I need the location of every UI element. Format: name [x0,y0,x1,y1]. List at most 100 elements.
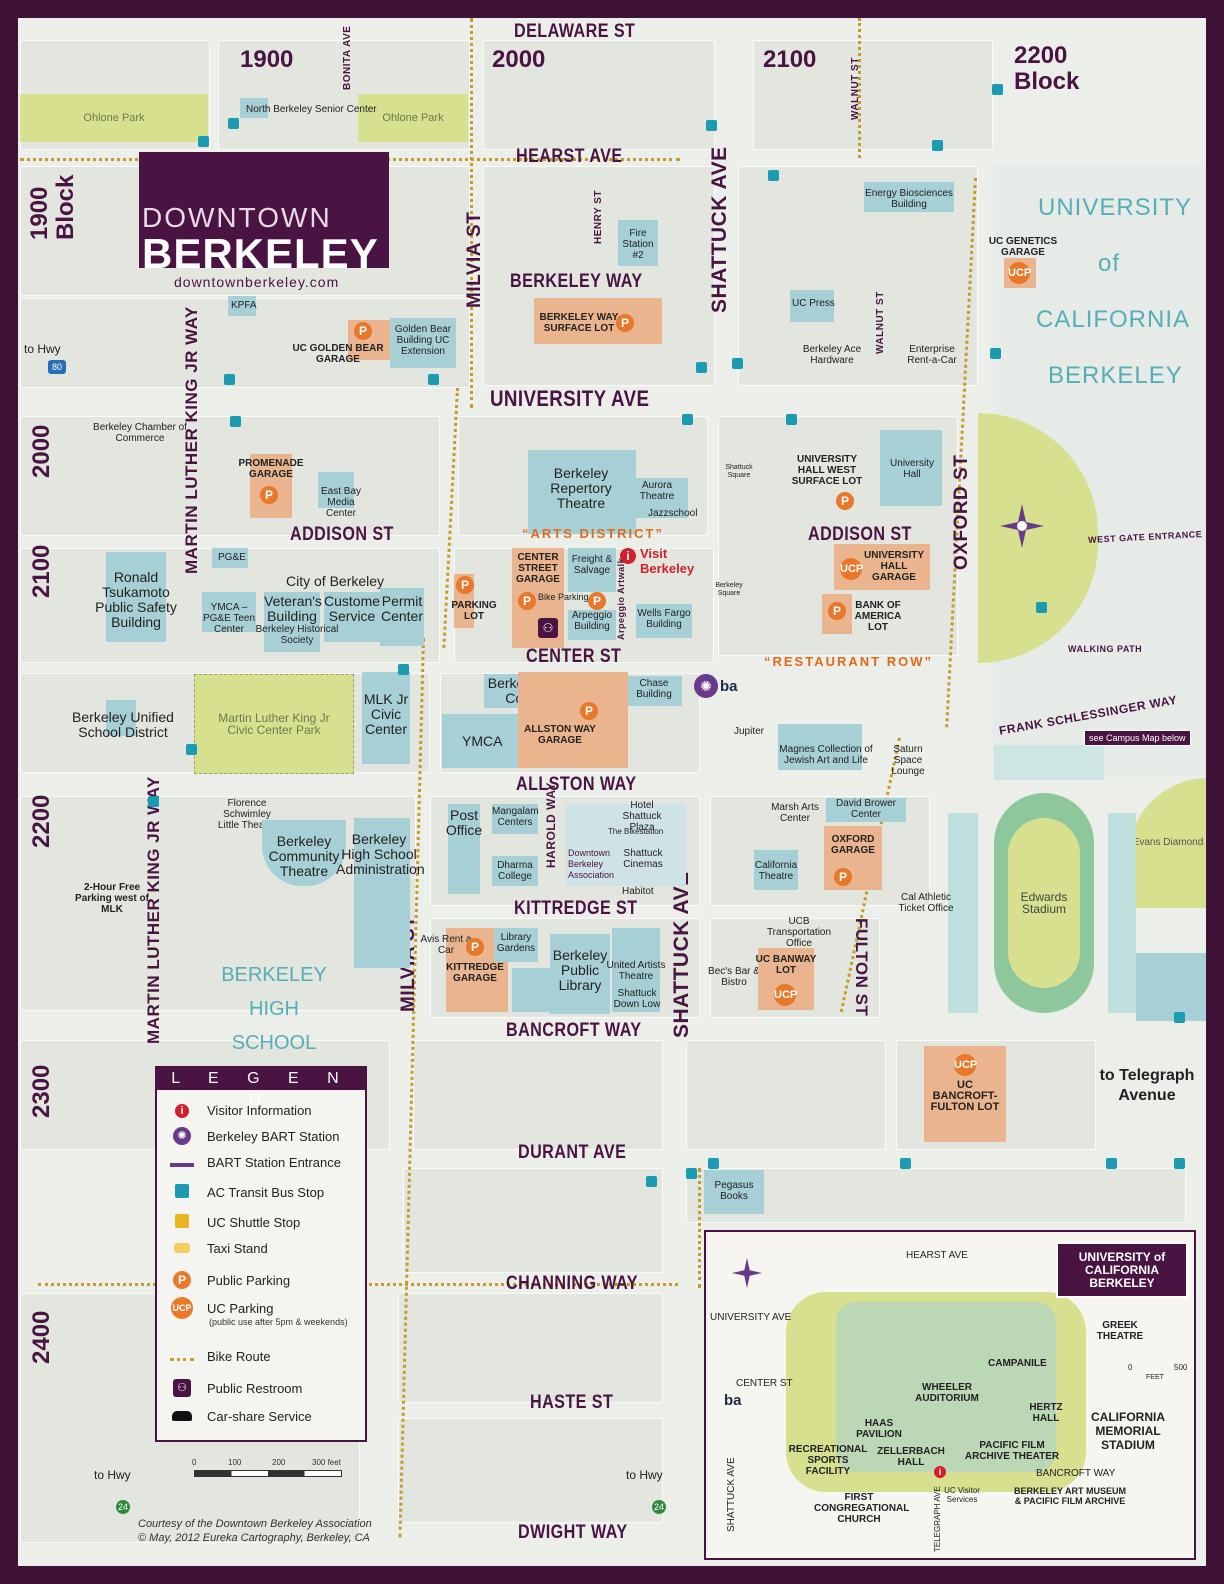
shattuck-down-low: Shattuck Down Low [613,988,661,1010]
bus-stop-icon[interactable] [428,374,439,385]
berkeley-repertory-theatre: Berkeley Repertory Theatre [550,465,612,511]
kittredge-garage: KITTREDGE GARAGE [446,962,504,984]
bus-stop-icon[interactable] [732,358,743,369]
uc-parking-icon[interactable]: UCP [1008,262,1031,284]
parking-icon[interactable]: P [616,314,634,332]
uc-parking-icon[interactable]: UCP [954,1054,977,1076]
berkeley-way-lot-building [534,298,662,344]
legend-row: P Public Parking [157,1268,365,1292]
bus-stop-icon[interactable] [224,374,235,385]
berkeley-ace-hardware: Berkeley Ace Hardware [802,344,862,366]
bus-stop-icon[interactable] [1106,1158,1117,1169]
compass-rose-icon [1000,504,1044,548]
bus-stop-icon[interactable] [1174,1158,1185,1169]
bus-stop-icon[interactable] [932,140,943,151]
parking-icon[interactable]: P [466,938,484,956]
campus-inset-map: UNIVERSITY of CALIFORNIA BERKELEY HEARST… [704,1230,1196,1560]
bus-stop-icon[interactable] [230,416,241,427]
legend-label: BART Station Entrance [207,1154,341,1170]
bus-stop-icon[interactable] [186,744,197,755]
to-telegraph-avenue[interactable]: to Telegraph Avenue [1099,1067,1195,1104]
title-url[interactable]: downtownberkeley.com [174,274,340,290]
parking-icon[interactable]: P [580,702,598,720]
jupiter: Jupiter [734,726,765,737]
center-street-garage: CENTER STREET GARAGE [516,552,560,585]
bus-stop-icon[interactable] [1036,602,1047,613]
freight-and-salvage: Freight & Salvage [571,554,613,576]
street-harold: HAROLD WAY [544,782,558,868]
bus-stop-icon[interactable] [686,1168,697,1179]
bus-stop-icon[interactable] [786,414,797,425]
parking-icon[interactable]: P [834,868,852,886]
bike-parking: Bike Parking [538,592,589,602]
parking-icon[interactable]: P [518,592,536,610]
parking-icon[interactable]: P [260,486,278,504]
ymca-label: YMCA [462,733,503,749]
to-hwy-80[interactable]: to Hwy [24,342,61,356]
bus-stop-icon[interactable] [398,664,409,675]
block-2300-v: 2300 [28,1064,55,1118]
info-icon[interactable]: i [934,1466,946,1478]
bus-stop-icon[interactable] [706,120,717,131]
bus-stop-icon[interactable] [228,118,239,129]
inset-wheeler: WHEELER AUDITORIUM [915,1382,979,1404]
bus-stop-icon[interactable] [768,170,779,181]
visit-berkeley[interactable]: Visit Berkeley [640,546,695,576]
stadium-stands-west [948,813,978,1013]
bus-stop-icon[interactable] [708,1158,719,1169]
enterprise-rent-a-car: Enterprise Rent-a-Car [907,344,957,366]
berkeley-historical-society: Berkeley Historical Society [255,624,339,646]
bart-station-icon: ✺ [157,1127,207,1145]
david-brower-building [826,798,906,822]
aurora-theatre: Aurora Theatre [639,480,675,502]
bus-stop-icon[interactable] [682,414,693,425]
inset-center: CENTER ST [736,1378,793,1389]
info-icon[interactable]: i [620,548,636,564]
bus-stop-icon[interactable] [198,136,209,147]
street-hearst: HEARST AVE [516,146,623,167]
shattuck-square: Shattuck Square [725,464,753,479]
parking-icon[interactable]: P [836,492,854,510]
bart-station-icon[interactable]: ✺ [694,674,718,698]
inset-rsf: RECREATIONAL SPORTS FACILITY [788,1444,868,1477]
legend-row: Bike Route [157,1344,365,1368]
block-2100-v: 2100 [28,544,55,598]
to-hwy-24-west[interactable]: to Hwy [94,1468,131,1482]
pge-label: PG&E [218,552,246,563]
bus-stop-icon[interactable] [992,84,1003,95]
parking-icon[interactable]: P [354,322,372,340]
bus-stop-icon[interactable] [646,1176,657,1187]
bus-stop-icon[interactable] [990,348,1001,359]
map-canvas: Ohlone Park Ohlone Park Martin Luther Ki… [18,18,1206,1566]
bus-stop-icon[interactable] [1174,1012,1185,1023]
florence-schwimley-theatre: Florence Schwimley Little Theatre [217,798,277,831]
parking-icon[interactable]: P [456,576,474,594]
marsh-arts-center: Marsh Arts Center [771,802,819,824]
inset-first-congregational: FIRST CONGREGATIONAL CHURCH [814,1492,910,1525]
inset-hearst: HEARST AVE [906,1250,968,1261]
bus-stop-icon[interactable] [696,362,707,373]
inset-scale-500: 500 [1174,1363,1188,1372]
parking-icon[interactable]: P [828,602,846,620]
united-artists-theatre: United Artists Theatre [606,960,666,982]
restroom-icon[interactable]: ⚇ [538,618,558,638]
university-hall: University Hall [890,458,934,480]
to-hwy-24-east[interactable]: to Hwy [626,1468,663,1482]
veterans-building: Veteran's Building [264,593,322,624]
legend-row: UC Shuttle Stop [157,1210,365,1234]
arpeggio-building: Arpeggio Building [571,610,613,632]
parking-icon[interactable]: P [588,592,606,610]
berkeley-unified-school-district: Berkeley Unified School District [72,709,174,740]
golden-bear-building-label: Golden Bear Building UC Extension [394,324,452,357]
street-bancroft: BANCROFT WAY [506,1020,642,1041]
campus-map-note[interactable]: see Campus Map below [1084,730,1191,746]
chase-building-shape [626,676,682,706]
bus-stop-icon[interactable] [148,796,159,807]
scale-100: 100 [228,1458,242,1467]
uc-parking-icon[interactable]: UCP [840,558,863,580]
uc-parking-icon[interactable]: UCP [774,984,797,1006]
street-walnut-north: WALNUT ST [850,57,861,120]
busd-building [106,700,136,736]
bus-stop-icon[interactable] [900,1158,911,1169]
legend-row: AC Transit Bus Stop [157,1180,365,1204]
